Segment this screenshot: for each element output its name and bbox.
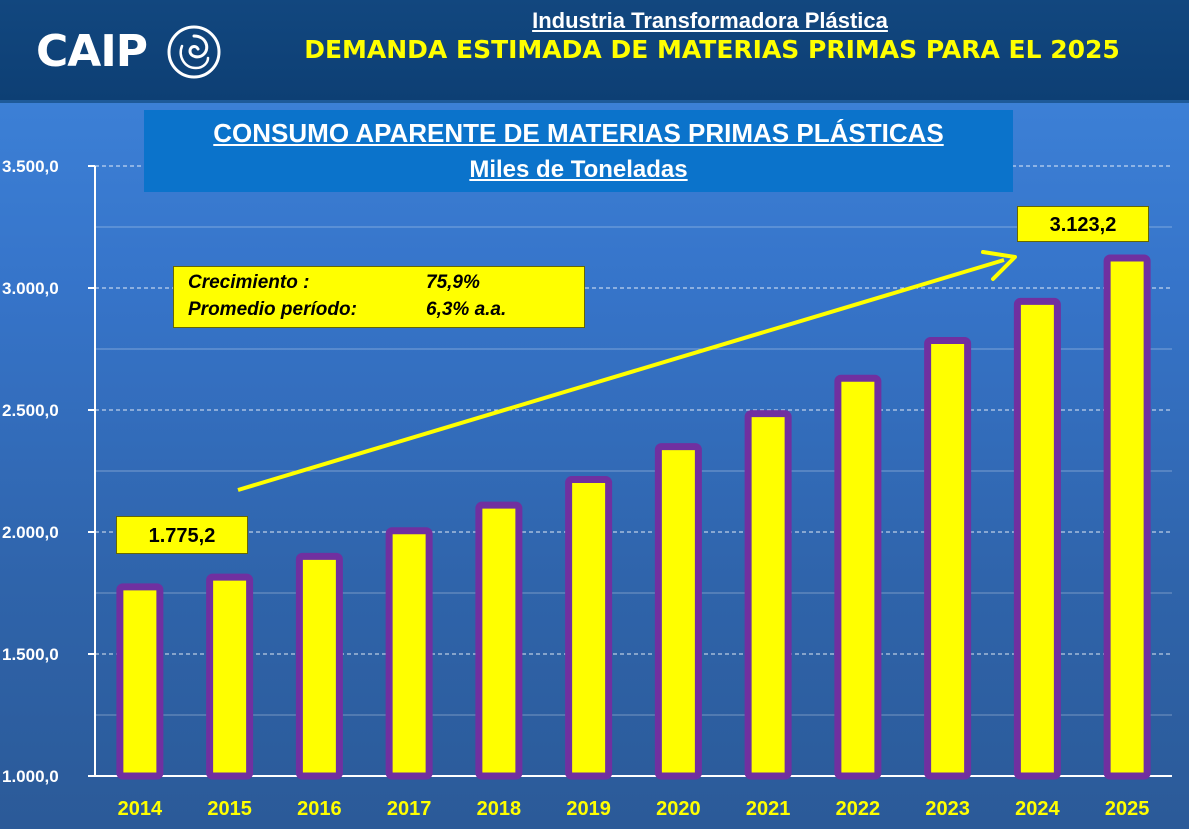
bar-2022 xyxy=(834,374,882,780)
end-value-callout: 3.123,2 xyxy=(1017,206,1149,242)
x-tick-label: 2022 xyxy=(836,798,881,820)
bar-2024 xyxy=(1013,297,1061,780)
y-tick-label: 2.000,0 xyxy=(2,523,59,542)
average-label: Promedio período: xyxy=(188,299,357,320)
y-tick-label: 3.000,0 xyxy=(2,279,59,298)
y-tick-label: 3.500,0 xyxy=(2,157,59,176)
bar-2025 xyxy=(1103,254,1151,780)
x-tick-label: 2019 xyxy=(566,798,611,820)
bar-2017 xyxy=(385,527,433,780)
trend-arrow-line xyxy=(237,258,1005,492)
y-tick-label: 1.500,0 xyxy=(2,645,59,664)
header-subtitle: Industria Transformadora Plástica xyxy=(532,8,888,33)
x-tick-label: 2017 xyxy=(387,798,432,820)
x-tick-label: 2014 xyxy=(118,798,163,820)
x-tick-label: 2018 xyxy=(477,798,522,820)
average-value: 6,3% a.a. xyxy=(426,299,507,320)
start-value-callout: 1.775,2 xyxy=(116,516,248,554)
bar-2015 xyxy=(206,573,254,780)
header-title: DEMANDA ESTIMADA DE MATERIAS PRIMAS PARA… xyxy=(304,35,1120,64)
bar-2019 xyxy=(565,476,613,780)
x-tick-label: 2020 xyxy=(656,798,701,820)
growth-annotation: Crecimiento : 75,9% Promedio período: 6,… xyxy=(173,266,585,328)
bar-2016 xyxy=(295,552,343,780)
trend-arrow-head xyxy=(981,250,1017,281)
x-tick-label: 2016 xyxy=(297,798,342,820)
chart-title-box: CONSUMO APARENTE DE MATERIAS PRIMAS PLÁS… xyxy=(144,110,1013,192)
y-tick-labels: 1.000,0 1.500,0 2.000,0 2.500,0 3.000,0 3.500… xyxy=(2,157,59,786)
bar-2014 xyxy=(116,583,164,780)
growth-value: 75,9% xyxy=(426,272,480,293)
x-tick-labels: 2014 2015 2016 2017 2018 2019 2020 2021 2022 2023… xyxy=(118,798,1150,820)
trend-arrow xyxy=(237,250,1017,492)
chart-title: CONSUMO APARENTE DE MATERIAS PRIMAS PLÁS… xyxy=(213,118,944,148)
x-tick-label: 2021 xyxy=(746,798,791,820)
caip-logo: CAIP xyxy=(36,26,148,77)
x-tick-label: 2023 xyxy=(925,798,970,820)
y-tick-label: 1.000,0 xyxy=(2,767,59,786)
bars xyxy=(116,254,1151,780)
chart-subtitle: Miles de Toneladas xyxy=(469,156,688,183)
bar-2023 xyxy=(924,336,972,780)
bar-2018 xyxy=(475,501,523,780)
growth-label: Crecimiento : xyxy=(188,272,310,293)
x-tick-label: 2025 xyxy=(1105,798,1150,820)
header-banner: CAIP Industria Transformadora Plástica D… xyxy=(0,0,1189,103)
caip-swirl-icon xyxy=(167,25,221,79)
x-tick-label: 2024 xyxy=(1015,798,1060,820)
bar-2020 xyxy=(654,443,702,780)
y-tick-label: 2.500,0 xyxy=(2,401,59,420)
grid-lines xyxy=(95,165,1172,716)
bar-2021 xyxy=(744,410,792,780)
axes xyxy=(88,165,1172,777)
x-tick-label: 2015 xyxy=(207,798,252,820)
